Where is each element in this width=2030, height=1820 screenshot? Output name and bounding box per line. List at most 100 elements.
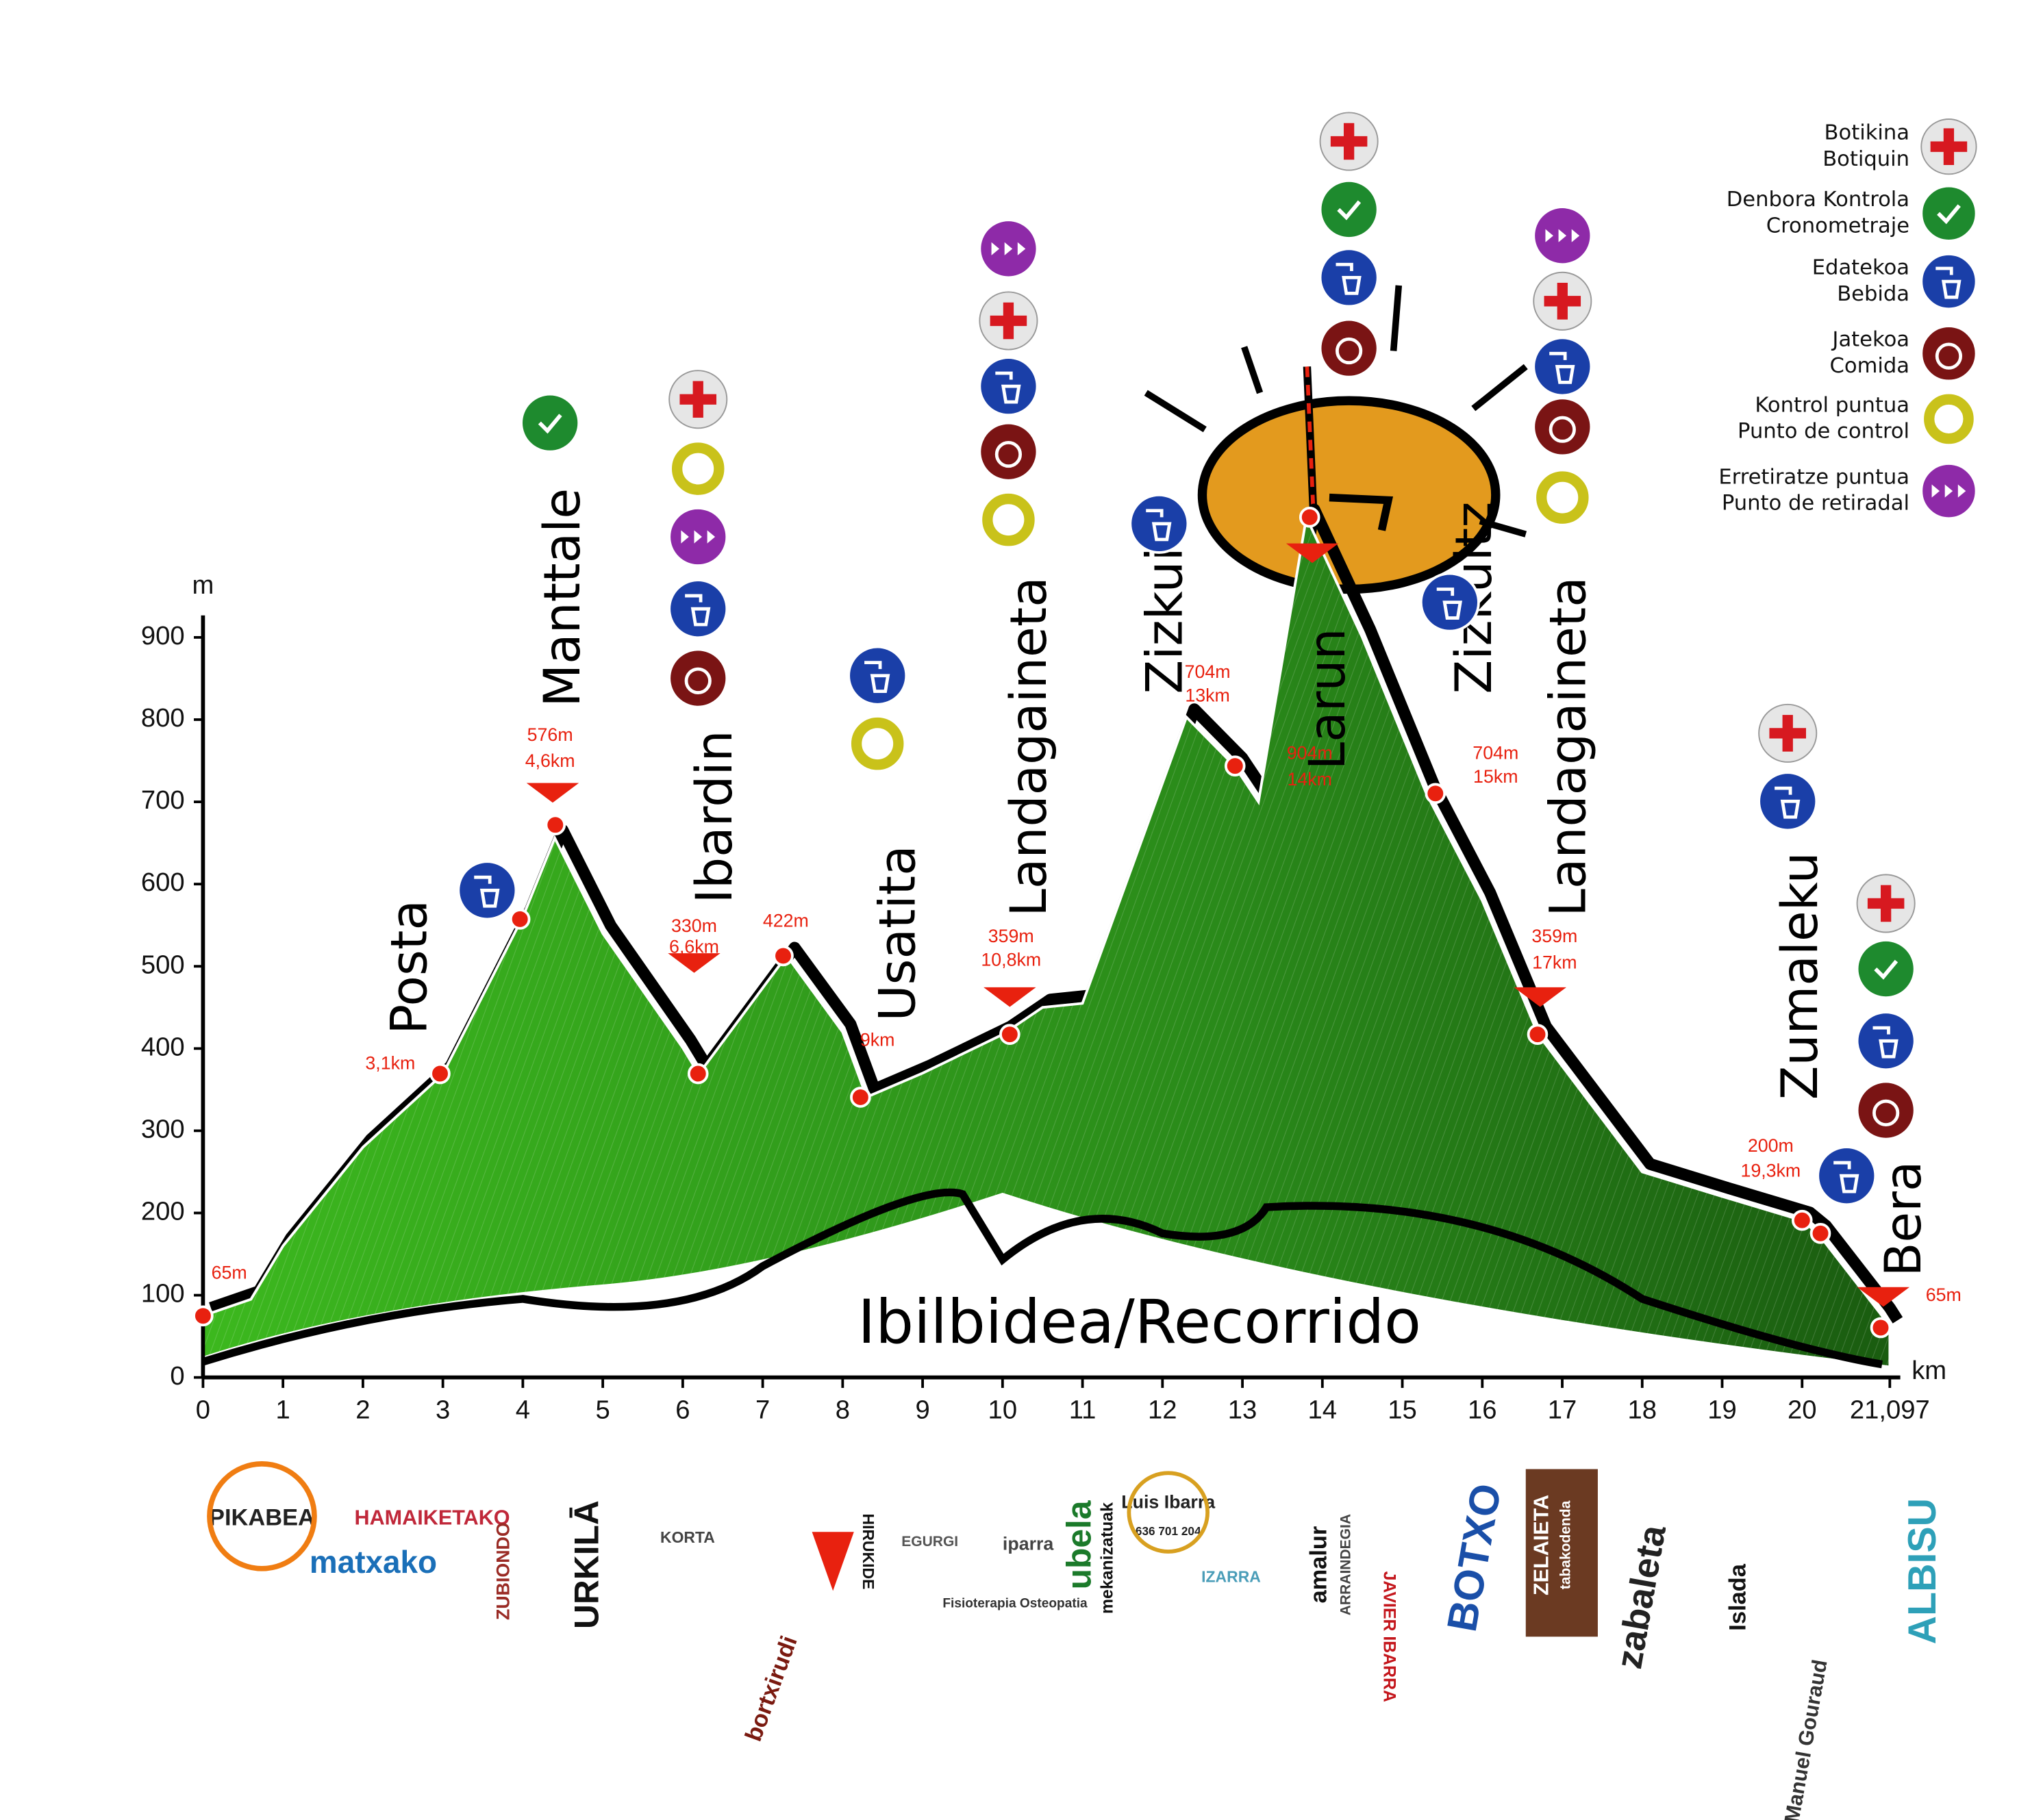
icon [1920,325,1978,383]
sponsor-logo: mekanizatuak [1098,1502,1116,1614]
route-dot [687,1063,709,1085]
icon [849,715,907,773]
icon-tap [685,594,711,627]
icon-arrows [1931,484,1966,498]
icon [1319,112,1379,171]
sponsor-logo: BOTXO [1438,1480,1510,1635]
icon-apple [994,440,1023,468]
icon [668,579,729,640]
place-name: Larun [1299,628,1357,770]
icon [1920,118,1977,175]
elevation-label: 200m [1748,1135,1794,1156]
icon-tap [1872,1026,1899,1059]
icon [457,860,518,921]
y-tick-label: 500 [141,950,185,979]
x-tick-label: 14 [1308,1395,1338,1424]
sponsor-logo: JAVIER IBARRA [1379,1571,1398,1702]
chart-title: Ibilbidea/Recorrido [857,1287,1421,1357]
icon-bg [668,648,729,709]
y-tick-label: 200 [141,1197,185,1226]
legend-text: Edatekoa [1812,256,1909,280]
icon [1532,396,1593,457]
x-tick-label: 12 [1148,1395,1177,1424]
elevation-label: 4,6km [525,750,575,771]
sponsor-logo: ALBISU [1901,1498,1944,1645]
elevation-label: 65m [1926,1285,1962,1305]
summit-marker [526,783,579,803]
elevation-label: 14km [1288,769,1332,789]
y-tick-label: 600 [141,868,185,897]
route-dot [192,1305,214,1327]
icon-cross [1769,715,1806,752]
icon [847,645,908,706]
sponsor-box [1525,1469,1598,1637]
x-axis-label: km [1912,1356,1946,1385]
legend-text: Punto de control [1738,420,1909,444]
legend-text: Kontrol puntua [1755,393,1909,417]
route-dot [1224,755,1246,776]
x-tick-label: 9 [915,1395,929,1424]
icon [1533,468,1592,527]
sponsor-mark [812,1532,854,1591]
sponsor-logo: HAMAIKETAKO [355,1506,510,1529]
icon [1855,1080,1916,1141]
sponsor-logo: URKILĀ [568,1500,606,1629]
sponsor-logo: ubela [1060,1500,1099,1589]
elevation-label: 359m [988,926,1034,946]
sponsor-logo: ZELAIETA [1530,1495,1553,1595]
icon [1855,1011,1916,1072]
icon [1920,253,1978,311]
x-tick-label: 5 [595,1395,610,1424]
route-dot [850,1087,871,1108]
icon [978,356,1039,417]
icon-bg [1318,318,1379,379]
elevation-label: 15km [1473,766,1518,787]
icon-ring [851,717,904,770]
icon-bg [1920,184,1978,242]
icon-tap [1549,351,1575,384]
icon-bg [1318,179,1379,240]
icon [979,291,1038,351]
x-tick-label: 1 [276,1395,290,1424]
sponsor-logo: iparra [1003,1534,1055,1554]
x-tick-label: 19 [1707,1395,1737,1424]
sponsor-logo: tabakodenda [1558,1500,1574,1589]
icon-cross [1544,283,1581,320]
icon [1318,247,1379,308]
base-line [201,1188,1883,1369]
y-tick-label: 700 [141,785,185,815]
icon-bg [1855,1080,1916,1141]
icon [1532,336,1593,397]
sponsor-logo: 636 701 204 [1136,1524,1201,1538]
legend-text: Cronometraje [1766,214,1909,238]
sponsor-disc [1127,1471,1210,1554]
x-tick-label: 3 [436,1395,450,1424]
place-name: Zumaleku [1772,852,1829,1100]
x-tick-label: 11 [1069,1395,1097,1424]
elevation-label: 330m [671,915,717,936]
icon [1129,493,1190,554]
summit-marker [1286,543,1339,564]
elevation-label: 359m [1531,926,1577,946]
sponsor-logo: ARRAINDEGIA [1338,1514,1353,1615]
icon [668,507,729,567]
icon [668,648,729,709]
icon [669,440,727,498]
icon [1419,572,1480,633]
sponsor-logo: PIKABEA [209,1504,315,1530]
icon-ring [671,442,725,495]
elevation-label: 17km [1532,952,1577,972]
icon [1920,184,1978,242]
icon [520,392,581,453]
route-dot [1299,507,1320,528]
summit-marker [1514,987,1567,1007]
summit-marker [983,987,1036,1007]
legend-text: Denbora Kontrola [1727,188,1909,212]
place-name: Ibardin [686,730,744,903]
icon-tap [1775,786,1801,819]
sponsor-logo: Manuel Gouraud [1780,1658,1831,1820]
icon-cross [1867,885,1905,922]
sponsor-logo: IZARRA [1201,1567,1261,1585]
sponsor-logo: zabaleta [1609,1521,1674,1671]
sponsor-logo: KORTA [660,1528,715,1546]
